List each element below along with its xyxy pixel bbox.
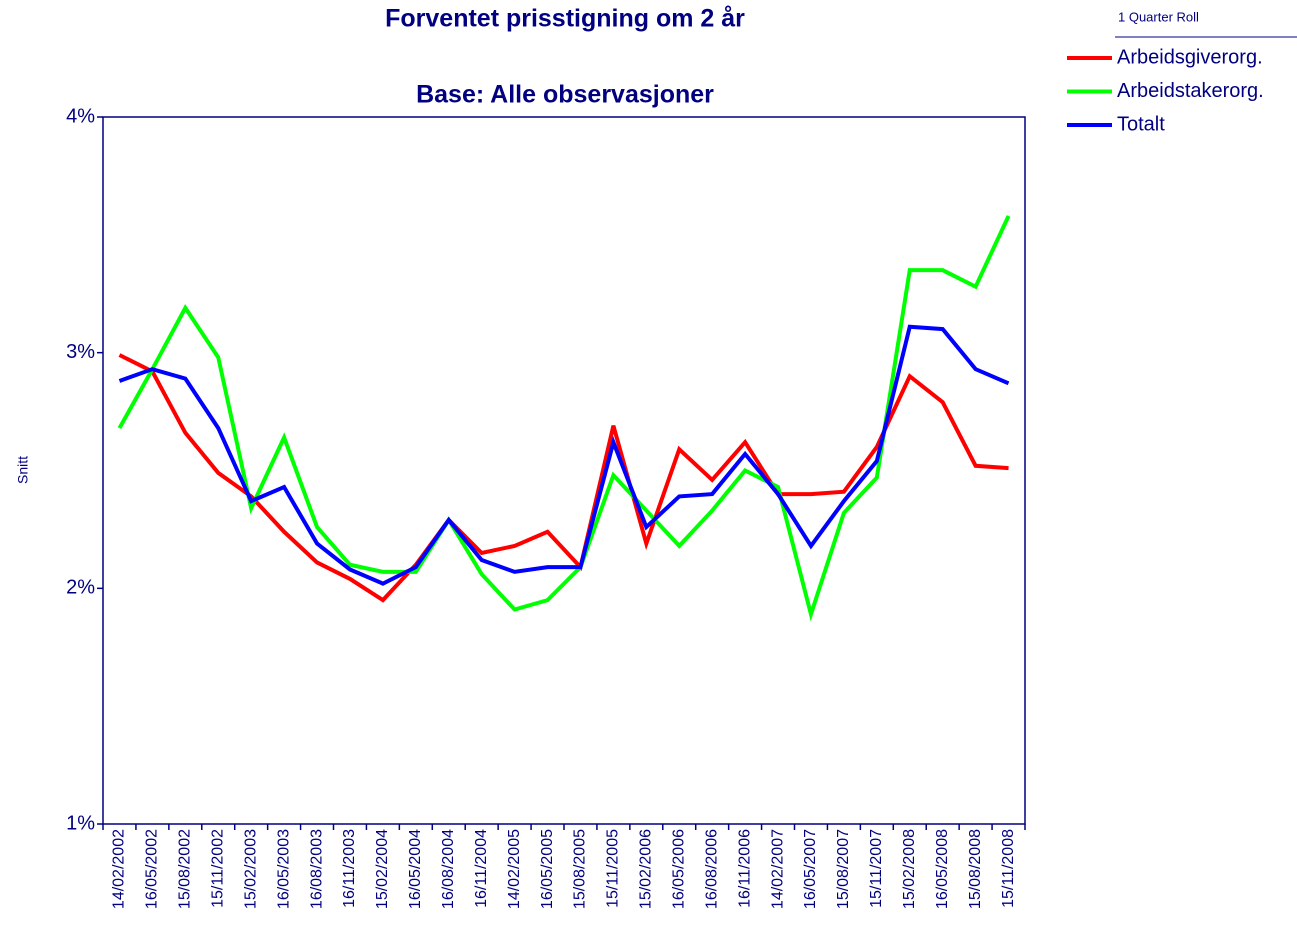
chart-title: Forventet prisstigning om 2 år <box>385 5 745 33</box>
x-tick-label: 15/11/2007 <box>868 829 885 908</box>
chart-subtitle: Base: Alle observasjoner <box>416 81 714 109</box>
y-axis-label: Snitt <box>15 456 31 484</box>
series-line <box>117 215 1011 622</box>
x-tick-label: 14/02/2002 <box>111 829 128 909</box>
x-tick-label: 16/08/2003 <box>308 829 325 909</box>
x-tick-label: 16/11/2006 <box>736 829 753 908</box>
series-line <box>118 324 1010 586</box>
x-tick-label: 15/08/2005 <box>572 829 589 909</box>
x-tick-label: 16/11/2003 <box>341 829 358 908</box>
x-tick-label: 16/05/2006 <box>670 829 687 909</box>
y-tick-label: 4% <box>66 105 95 127</box>
series-line <box>118 353 1009 603</box>
x-tick-label: 15/11/2002 <box>209 829 226 908</box>
legend-title: 1 Quarter Roll <box>1118 9 1199 24</box>
x-tick-label: 14/02/2005 <box>506 829 523 909</box>
x-tick-label: 16/05/2003 <box>275 829 292 909</box>
y-tick-label: 1% <box>66 812 95 834</box>
x-tick-label: 16/05/2008 <box>934 829 951 909</box>
y-tick-label: 3% <box>66 341 95 363</box>
x-tick-label: 15/02/2003 <box>242 829 259 909</box>
legend-label: Arbeidstakerorg. <box>1117 80 1264 102</box>
x-tick-label: 15/08/2007 <box>835 829 852 909</box>
x-tick-label: 16/05/2002 <box>144 829 161 909</box>
legend-label: Totalt <box>1117 113 1165 135</box>
x-tick-label: 16/08/2004 <box>440 829 457 909</box>
x-tick-label: 15/02/2004 <box>374 829 391 909</box>
x-tick-label: 16/05/2004 <box>407 829 424 909</box>
x-tick-label: 15/11/2008 <box>1000 829 1017 908</box>
x-tick-label: 16/05/2005 <box>539 829 556 909</box>
y-tick-label: 2% <box>66 577 95 599</box>
x-tick-label: 15/11/2005 <box>605 829 622 908</box>
x-tick-label: 15/08/2008 <box>967 829 984 909</box>
x-tick-label: 15/02/2006 <box>638 829 655 909</box>
x-tick-label: 15/08/2002 <box>177 829 194 909</box>
x-tick-label: 16/05/2007 <box>802 829 819 909</box>
legend-label: Arbeidsgiverorg. <box>1117 46 1263 68</box>
x-tick-label: 16/08/2006 <box>703 829 720 909</box>
x-tick-label: 16/11/2004 <box>473 829 490 908</box>
x-tick-label: 14/02/2007 <box>769 829 786 909</box>
x-tick-label: 15/02/2008 <box>901 829 918 909</box>
